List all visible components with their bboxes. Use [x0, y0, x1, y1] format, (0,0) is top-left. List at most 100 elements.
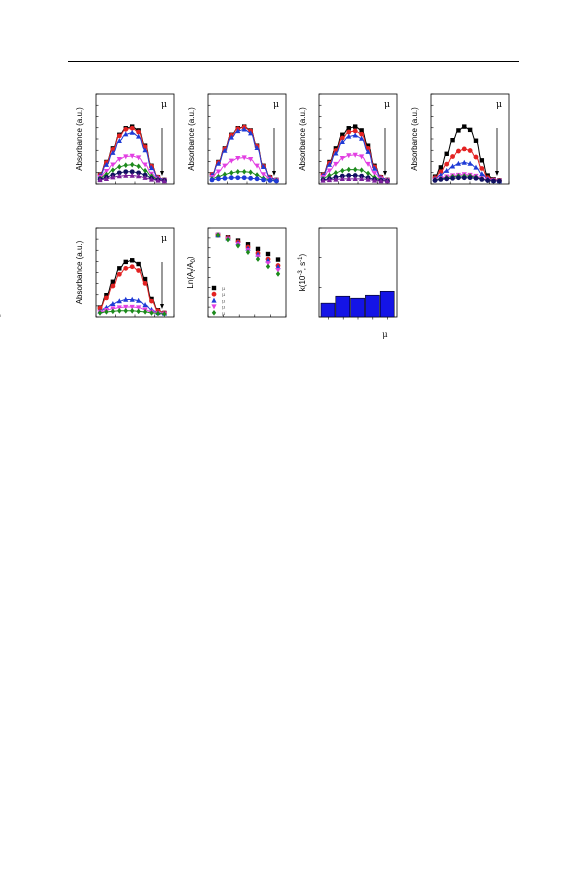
panel1-series-4-point	[103, 169, 110, 175]
panel4-series-3-point	[455, 160, 462, 166]
panel1-series-4-point	[110, 162, 116, 168]
panel1-series-7-point	[103, 176, 110, 182]
panel2-series-3-point	[222, 147, 228, 153]
panel3-series-3-point	[365, 148, 371, 154]
panel1-series-6-point	[136, 170, 142, 176]
panel4-series-6-point	[456, 175, 461, 181]
panel2-series-6-point	[248, 175, 254, 181]
panel6-legend-label-2: μ	[222, 292, 226, 298]
panel4-decay-arrowhead	[495, 171, 499, 176]
panel3-series-7-point	[359, 176, 365, 182]
panel5-series-2-point	[142, 280, 148, 286]
panel2-series-3-point	[260, 164, 267, 170]
panel5-series-5-point	[110, 308, 116, 315]
panel2-series-3-point	[228, 134, 234, 140]
panel2-series-5-point	[235, 168, 240, 175]
panel6-legend-label-4: μ	[222, 305, 226, 311]
panel1-series-7-point	[136, 173, 142, 179]
panel3-series-1-point	[353, 124, 358, 129]
panel1-series-3-point	[123, 131, 129, 137]
panel4-series-2-point	[479, 166, 485, 171]
panel5-series-3-point	[116, 298, 122, 304]
panel7-bar-5	[379, 290, 395, 318]
panel1-series-7-point	[97, 177, 103, 183]
panel1-series-7-point	[148, 176, 155, 182]
panel4-series-1-point	[444, 151, 449, 156]
panel3-series-3-point	[326, 161, 333, 167]
panel1-series-7-point	[123, 172, 129, 178]
panel1-series-3-point	[142, 147, 148, 153]
panel3-series-7-point	[365, 176, 371, 182]
panel6-legend-marker-2	[211, 291, 217, 297]
panel6-ylabel-part: /A	[186, 262, 195, 270]
panel5-series-1-point	[142, 276, 148, 282]
panel1-series-5-point	[136, 163, 141, 170]
panel3-series-4-point	[352, 152, 358, 158]
panel6-legend-label-1: μ	[222, 286, 226, 292]
panel3-series-4-point	[326, 168, 333, 174]
panel3-series-5-point	[359, 167, 364, 173]
panel2-series-6-point	[267, 178, 273, 183]
panel3-series-6-point	[352, 173, 358, 178]
panel6-series-5-point	[255, 256, 261, 262]
panel5-ylabel: Absorbance (a.u.)	[75, 240, 84, 304]
panel5-mu-annotation: μ	[161, 234, 167, 244]
panel6-ylabel-part: Ln(A	[186, 271, 195, 289]
panel5-series-5-point	[149, 310, 154, 316]
panel5-series-2-point	[149, 298, 154, 304]
panel2-series-6-point	[222, 175, 228, 181]
panel4-series-3-point	[479, 171, 485, 177]
panel7-ylabel: k(10-3, s-1)	[298, 253, 307, 291]
panel4-series-6-point	[438, 176, 444, 182]
panel3-series-5-point	[353, 166, 358, 173]
panel1-series-2-point	[123, 126, 129, 132]
panel4-series-2-point	[444, 161, 450, 167]
panel6-series-1-point	[255, 246, 261, 252]
panel4-series-6-point	[473, 175, 479, 181]
header-rule	[68, 61, 519, 62]
panel3-series-1-point	[365, 143, 371, 148]
panel2-decay-arrowhead	[272, 171, 276, 176]
panel2-series-4-point	[228, 158, 234, 164]
panel4-series-6-point	[467, 175, 473, 181]
panel3-series-4-point	[371, 171, 378, 177]
panel4-series-1-point	[450, 138, 455, 143]
panel5-series-3-point	[129, 296, 135, 302]
panel5-series-2-point	[97, 305, 103, 311]
panel3-decay-arrowhead	[383, 171, 387, 176]
panel4-series-1-point	[438, 165, 444, 170]
panel3-series-7-point	[384, 178, 390, 184]
panel1-decay-arrowhead	[160, 171, 164, 176]
panel2-series-4-point	[248, 157, 254, 163]
panel5-series-5-point	[117, 307, 122, 314]
panel5-series-2-point	[123, 265, 129, 271]
panel1-series-2-point	[110, 147, 116, 152]
panel3-series-7-point	[320, 177, 326, 183]
panel6-legend-marker-1	[211, 285, 217, 291]
panel2-series-6-point	[228, 175, 234, 181]
panel5-series-5-point	[162, 311, 167, 317]
panel2-series-3-point	[248, 130, 254, 136]
panel3-series-7-point	[378, 178, 384, 184]
panel1-series-6-point	[116, 170, 122, 176]
chart-panel-1: Absorbance (a.u.) μ	[75, 93, 175, 185]
panel5-series-1-point	[136, 261, 141, 267]
panel6-series-3-point	[275, 264, 281, 270]
panel4-series-6-point	[491, 178, 496, 184]
panel3-series-7-point	[339, 176, 345, 182]
panel2-series-6-point	[235, 175, 241, 181]
panel3-series-7-point	[352, 176, 358, 182]
panel3-series-1-point	[359, 128, 364, 133]
panel5-series-5-point	[130, 307, 135, 314]
panel5-series-2-point	[116, 271, 122, 277]
panel3-series-2-point	[365, 145, 371, 151]
panel2-series-6-point	[216, 176, 221, 182]
panel4-series-3-point	[461, 159, 467, 165]
panel3-series-3-point	[359, 135, 365, 141]
panel6-series-5-point	[245, 249, 251, 255]
panel6-series-1-point	[245, 242, 251, 247]
panel3-series-2-point	[346, 129, 352, 135]
panel5-series-1-point	[104, 292, 109, 298]
panel5-series-3-point	[136, 297, 142, 303]
